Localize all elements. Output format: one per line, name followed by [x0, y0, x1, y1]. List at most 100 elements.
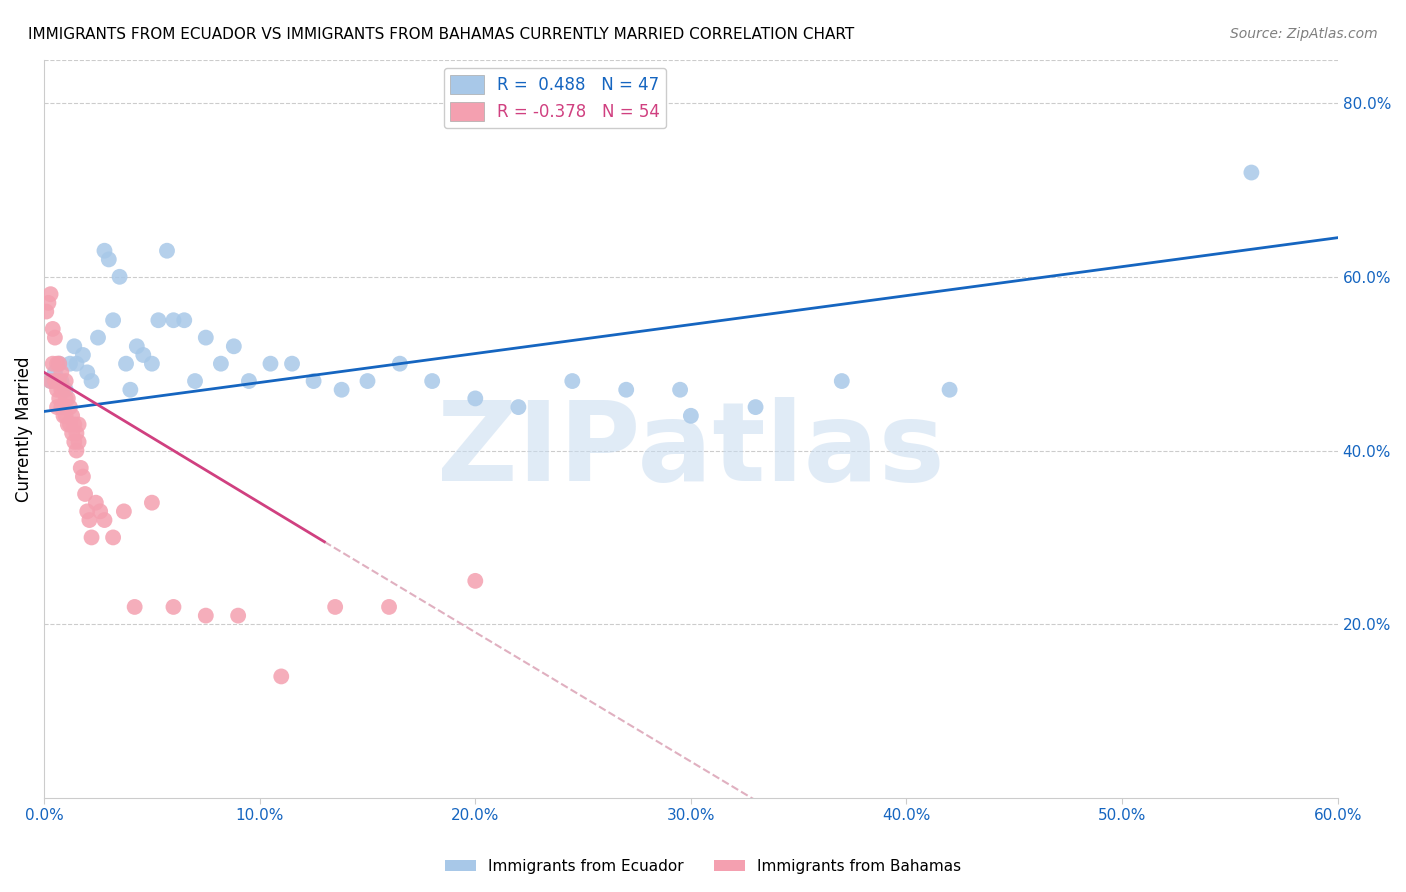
Text: IMMIGRANTS FROM ECUADOR VS IMMIGRANTS FROM BAHAMAS CURRENTLY MARRIED CORRELATION: IMMIGRANTS FROM ECUADOR VS IMMIGRANTS FR…: [28, 27, 855, 42]
Point: [63, 417, 86, 432]
Point: [84, 496, 107, 510]
Point: [238, 374, 260, 388]
Point: [51, 374, 73, 388]
Point: [42, 357, 65, 371]
Point: [222, 339, 245, 353]
Point: [93, 244, 115, 258]
Point: [281, 357, 304, 371]
Point: [270, 669, 292, 683]
Point: [51, 383, 73, 397]
Point: [52, 409, 75, 423]
Point: [69, 461, 91, 475]
Point: [323, 599, 346, 614]
Point: [37, 296, 59, 310]
Y-axis label: Currently Married: Currently Married: [15, 356, 32, 501]
Text: ZIPatlas: ZIPatlas: [437, 398, 945, 505]
Point: [209, 357, 232, 371]
Point: [226, 608, 249, 623]
Point: [48, 392, 70, 406]
Point: [39, 374, 62, 388]
Point: [48, 357, 70, 371]
Point: [80, 530, 103, 544]
Point: [101, 313, 124, 327]
Point: [59, 357, 82, 371]
Point: [72, 348, 94, 362]
Point: [93, 513, 115, 527]
Point: [76, 504, 98, 518]
Point: [76, 365, 98, 379]
Point: [614, 383, 637, 397]
Point: [56, 417, 79, 432]
Point: [55, 383, 77, 397]
Point: [388, 357, 411, 371]
Point: [1240, 165, 1263, 179]
Point: [679, 409, 702, 423]
Point: [67, 417, 90, 432]
Legend: R =  0.488   N = 47, R = -0.378   N = 54: R = 0.488 N = 47, R = -0.378 N = 54: [444, 68, 666, 128]
Legend: Immigrants from Ecuador, Immigrants from Bahamas: Immigrants from Ecuador, Immigrants from…: [439, 853, 967, 880]
Point: [80, 374, 103, 388]
Point: [125, 339, 148, 353]
Point: [60, 426, 83, 441]
Point: [67, 434, 90, 449]
Point: [669, 383, 692, 397]
Point: [63, 339, 86, 353]
Point: [141, 357, 163, 371]
Point: [59, 400, 82, 414]
Point: [79, 513, 101, 527]
Point: [97, 252, 120, 267]
Point: [42, 322, 65, 336]
Point: [132, 348, 155, 362]
Point: [141, 496, 163, 510]
Point: [48, 357, 70, 371]
Point: [56, 392, 79, 406]
Point: [60, 409, 83, 423]
Point: [46, 383, 69, 397]
Point: [46, 400, 69, 414]
Point: [63, 434, 86, 449]
Point: [89, 504, 111, 518]
Point: [101, 530, 124, 544]
Point: [124, 599, 146, 614]
Point: [162, 599, 184, 614]
Point: [55, 392, 77, 406]
Point: [44, 330, 66, 344]
Point: [51, 400, 73, 414]
Point: [148, 313, 170, 327]
Point: [112, 504, 135, 518]
Point: [378, 599, 401, 614]
Point: [162, 313, 184, 327]
Point: [75, 487, 97, 501]
Point: [65, 357, 87, 371]
Point: [39, 374, 62, 388]
Point: [55, 374, 77, 388]
Point: [52, 383, 75, 397]
Point: [194, 330, 217, 344]
Point: [194, 608, 217, 623]
Point: [561, 374, 583, 388]
Point: [259, 357, 281, 371]
Point: [938, 383, 960, 397]
Point: [330, 383, 353, 397]
Point: [156, 244, 179, 258]
Point: [508, 400, 530, 414]
Point: [46, 357, 69, 371]
Point: [44, 374, 66, 388]
Point: [464, 574, 486, 588]
Text: Source: ZipAtlas.com: Source: ZipAtlas.com: [1230, 27, 1378, 41]
Point: [302, 374, 325, 388]
Point: [65, 443, 87, 458]
Point: [356, 374, 378, 388]
Point: [48, 374, 70, 388]
Point: [173, 313, 195, 327]
Point: [120, 383, 142, 397]
Point: [184, 374, 207, 388]
Point: [44, 365, 66, 379]
Point: [831, 374, 853, 388]
Point: [39, 287, 62, 301]
Point: [59, 417, 82, 432]
Point: [65, 426, 87, 441]
Point: [35, 304, 58, 318]
Point: [108, 269, 131, 284]
Point: [744, 400, 766, 414]
